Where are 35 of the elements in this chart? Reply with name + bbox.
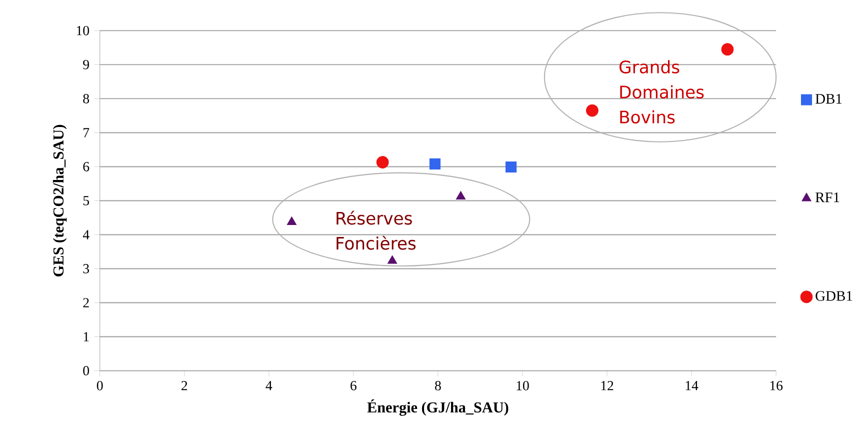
point — [387, 255, 398, 264]
y-axis-title: GES (teqCO2/ha_SAU) — [52, 124, 67, 276]
x-tick-label: 10 — [516, 381, 529, 390]
legend-label: DB1 — [815, 94, 842, 104]
point — [376, 156, 389, 168]
annotation: Réserves Foncières — [336, 210, 416, 250]
x-tick-label: 12 — [601, 381, 614, 390]
legend-label: GDB1 — [816, 291, 852, 301]
y-tick-label: 9 — [83, 60, 89, 70]
y-tick-label: 2 — [83, 298, 89, 308]
point — [456, 191, 466, 200]
x-tick-label: 6 — [350, 381, 356, 390]
y-tick-label: 10 — [76, 26, 90, 36]
x-tick-label: 2 — [182, 381, 188, 390]
legend-label: RF1 — [815, 192, 840, 202]
x-axis-title: Énergie (GJ/ha_SAU) — [367, 399, 508, 416]
x-tick-label: 4 — [266, 381, 272, 390]
point — [286, 216, 297, 226]
x-tick-label: 14 — [686, 381, 698, 390]
y-tick-label: 6 — [83, 162, 90, 172]
y-tick-label: 8 — [83, 94, 90, 104]
x-tick-label: 16 — [770, 381, 783, 390]
point — [586, 104, 598, 117]
y-tick-label: 7 — [84, 128, 90, 138]
point — [506, 161, 517, 173]
point — [429, 158, 441, 170]
annotation: Grands Domaines Bovins — [620, 60, 704, 124]
x-tick-label: 0 — [96, 381, 103, 390]
y-tick-label: 3 — [83, 264, 90, 274]
point — [721, 43, 734, 56]
y-tick-label: 1 — [84, 332, 89, 342]
y-tick-label: 5 — [83, 196, 90, 206]
y-tick-label: 4 — [82, 230, 90, 240]
y-tick-label: 0 — [83, 366, 90, 376]
x-tick-label: 8 — [435, 381, 441, 390]
